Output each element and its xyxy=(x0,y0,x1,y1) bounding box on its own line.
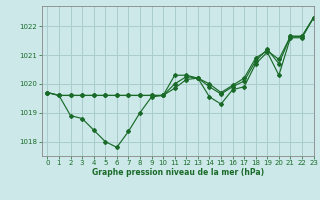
X-axis label: Graphe pression niveau de la mer (hPa): Graphe pression niveau de la mer (hPa) xyxy=(92,168,264,177)
